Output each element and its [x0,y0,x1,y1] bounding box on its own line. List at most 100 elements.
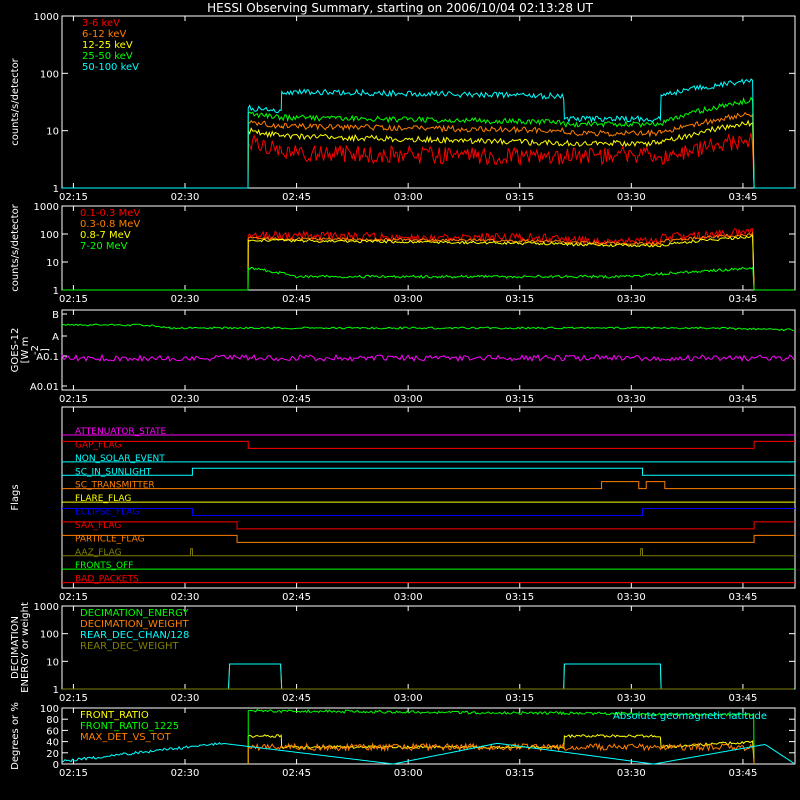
legend-entry: 12-25 keV [82,40,133,51]
flag-label: BAD_PACKETS [75,575,139,585]
y-tick-label: 40 [46,738,59,749]
x-tick-label: 03:45 [729,192,758,203]
y-tick-label: B [52,310,59,321]
y-tick-label: 60 [46,726,59,737]
x-tick-label: 03:00 [394,192,423,203]
y-axis-label: counts/s/detector [10,203,21,291]
x-tick-label: 03:15 [505,192,534,203]
legend-entry: 0.1-0.3 MeV [80,208,140,219]
flag-label: FRONTS_OFF [75,561,133,571]
x-tick-label: 03:45 [729,294,758,305]
x-tick-label: 03:15 [505,592,534,603]
legend-entry: DECIMATION_WEIGHT [80,619,189,630]
flag-label: NON_SOLAR_EVENT [75,454,165,464]
x-tick-label: 03:15 [505,294,534,305]
y-tick-label: 1 [53,286,59,297]
x-tick-label: 02:45 [282,592,311,603]
y-tick-label: A [52,332,59,343]
y-axis-label: ENERGY or weight [20,602,31,693]
legend-entry: REAR_DEC_WEIGHT [80,641,179,652]
flag-label: SC_IN_SUNLIGHT [75,467,152,477]
x-tick-label: 02:30 [171,294,200,305]
y-tick-label: A0.1 [36,352,59,363]
y-tick-label: 10 [46,127,59,138]
legend-entry: 25-50 keV [82,51,133,62]
y-tick-label: 1000 [34,202,59,213]
x-tick-label: 03:45 [729,592,758,603]
y-tick-label: 100 [40,630,59,641]
x-tick-label: 02:15 [59,592,88,603]
x-tick-label: 03:00 [394,394,423,405]
flag-label: PARTICLE_FLAG [75,534,145,544]
x-tick-label: 03:00 [394,592,423,603]
y-axis-label: counts/s/detector [10,57,21,145]
flag-label: GAP_FLAG [75,440,121,450]
chart-title: HESSI Observing Summary, starting on 200… [207,1,593,15]
x-tick-label: 03:00 [394,294,423,305]
y-tick-label: 1000 [34,602,59,613]
y-tick-label: 1 [53,685,59,696]
x-tick-label: 03:15 [505,693,534,704]
x-tick-label: 02:30 [171,592,200,603]
legend-entry: 0.3-0.8 MeV [80,219,140,230]
x-tick-label: 02:15 [59,192,88,203]
x-tick-label: 03:30 [617,294,646,305]
x-tick-label: 03:00 [394,693,423,704]
y-tick-label: 1 [53,184,59,195]
x-tick-label: 02:45 [282,768,311,779]
x-tick-label: 02:45 [282,693,311,704]
legend-entry: DECIMATION_ENERGY [80,608,189,619]
x-tick-label: 02:45 [282,192,311,203]
x-tick-label: 03:00 [394,768,423,779]
x-tick-label: 03:45 [729,768,758,779]
x-tick-label: 03:30 [617,192,646,203]
flag-label: ECLIPSE_FLAG [75,508,139,518]
x-tick-label: 02:15 [59,768,88,779]
legend-entry: REAR_DEC_CHAN/128 [80,630,189,641]
y-tick-label: 10 [46,258,59,269]
annotation-label: Absolute geomagnetic latitude [613,711,767,722]
y-tick-label: 0 [53,760,59,771]
y-tick-label: 100 [40,704,59,715]
y-tick-label: 10 [46,657,59,668]
legend-entry: 50-100 keV [82,62,139,73]
y-axis-label: Flags [10,484,21,510]
x-tick-label: 03:30 [617,693,646,704]
y-tick-label: 100 [40,230,59,241]
x-tick-label: 02:45 [282,294,311,305]
legend-entry: 3-6 keV [82,18,120,29]
y-tick-label: 100 [40,69,59,80]
flag-label: ATTENUATOR_STATE [75,427,167,437]
x-tick-label: 02:15 [59,693,88,704]
x-tick-label: 03:45 [729,394,758,405]
x-tick-label: 03:30 [617,768,646,779]
x-tick-label: 02:30 [171,693,200,704]
x-tick-label: 03:15 [505,394,534,405]
y-axis-label: Degrees or % [10,702,21,770]
legend-entry: FRONT_RATIO [80,710,149,721]
y-tick-label: 20 [46,749,59,760]
x-tick-label: 02:45 [282,394,311,405]
legend-entry: 0.8-7 MeV [80,230,131,241]
flag-label: SC_TRANSMITTER [75,481,155,491]
x-tick-label: 02:15 [59,294,88,305]
x-tick-label: 03:15 [505,768,534,779]
x-tick-label: 02:15 [59,394,88,405]
flag-label: SAA_FLAG [75,521,121,531]
legend-entry: FRONT_RATIO_1225 [80,721,179,732]
y-tick-label: 1000 [34,12,59,23]
flag-label: AAZ_FLAG [75,548,122,558]
legend-entry: 6-12 keV [82,29,126,40]
x-tick-label: 02:30 [171,768,200,779]
legend-entry: 7-20 MeV [80,241,128,252]
x-tick-label: 03:45 [729,693,758,704]
x-tick-label: 02:30 [171,394,200,405]
x-tick-label: 02:30 [171,192,200,203]
y-tick-label: 80 [46,715,59,726]
x-tick-label: 03:30 [617,592,646,603]
flag-label: FLARE_FLAG [75,494,131,504]
y-tick-label: A0.01 [30,382,59,393]
legend-entry: MAX_DET_VS_TOT [80,732,172,743]
x-tick-label: 03:30 [617,394,646,405]
